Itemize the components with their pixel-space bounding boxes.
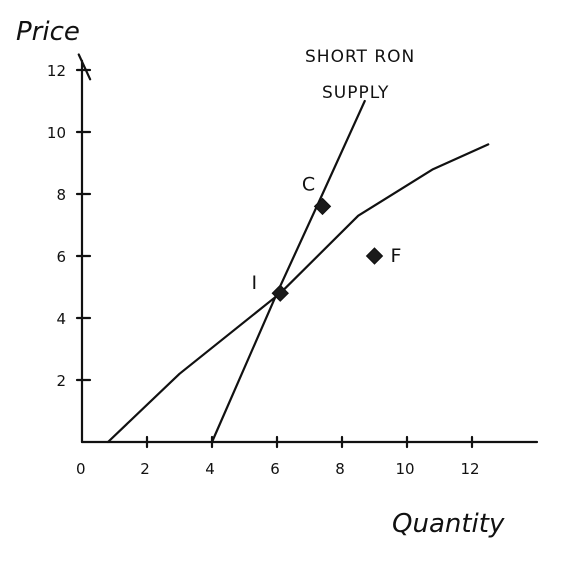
x-tick-label-0: 0 [76, 460, 86, 478]
y-axis-line [77, 53, 92, 444]
marker-F [365, 247, 384, 265]
marker-C [313, 197, 332, 216]
x-tick-label-2: 2 [140, 460, 150, 478]
marker-I [271, 284, 289, 302]
marker-label-I: I [251, 272, 257, 294]
x-tick-label-8: 8 [335, 460, 345, 478]
x-tick-label-4: 4 [205, 460, 215, 478]
y-tick-label-4: 4 [56, 310, 66, 328]
supply-curve-label-line2: SUPPLY [322, 83, 389, 103]
y-axis-title: Price [16, 17, 80, 47]
x-axis-title: Quantity [392, 509, 505, 539]
y-tick-label-2: 2 [56, 372, 66, 390]
supply-curve-label-line1: SHORT RON [305, 47, 415, 67]
x-tick-label-10: 10 [395, 460, 414, 478]
y-tick-label-12: 12 [47, 62, 66, 80]
y-tick-label-8: 8 [56, 186, 66, 204]
supply-curve-line [210, 99, 366, 444]
y-tick-label-10: 10 [47, 124, 66, 142]
y-tick-label-6: 6 [56, 248, 66, 266]
marker-label-C: C [302, 173, 315, 195]
plot-layer: 0 2 4 6 8 10 12 2 4 6 8 10 12 C I F [47, 53, 539, 478]
x-tick-label-6: 6 [270, 460, 280, 478]
x-tick-label-12: 12 [460, 460, 479, 478]
second-curve-line [106, 143, 490, 444]
marker-label-F: F [391, 245, 402, 267]
